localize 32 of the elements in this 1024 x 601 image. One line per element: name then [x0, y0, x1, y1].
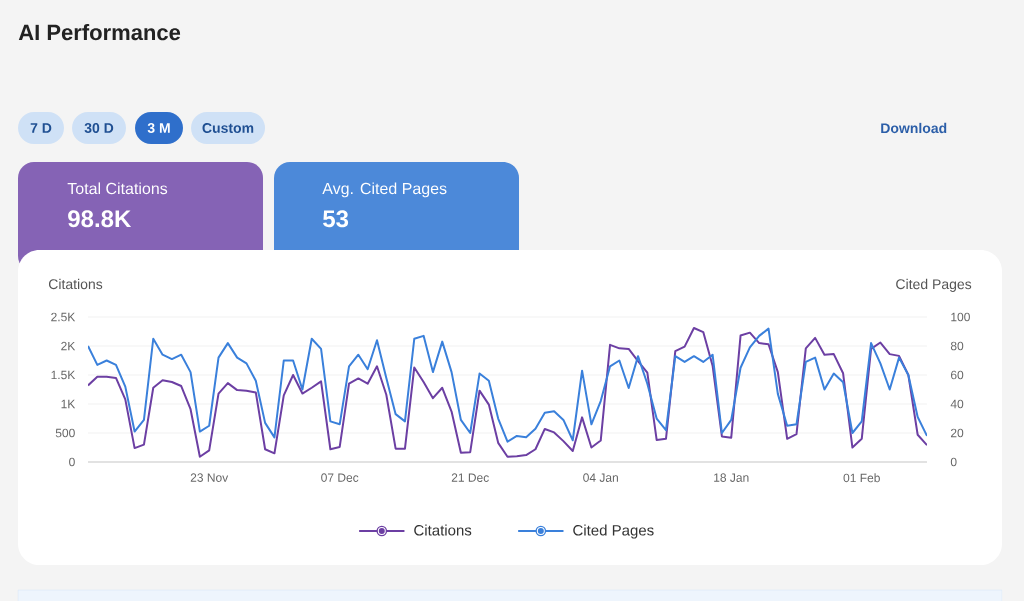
- y-tick-label: 2.5K: [51, 312, 76, 322]
- text: AI Performance: [18, 24, 181, 41]
- y-tick-label: 0: [69, 457, 75, 467]
- y-tick-label: 500: [55, 428, 75, 438]
- y-tick-label: 1.5K: [51, 370, 76, 380]
- text: 7 D: [30, 123, 52, 133]
- y2-tick-label: 80: [950, 341, 964, 351]
- y2-tick-label: 20: [950, 428, 964, 438]
- text: Custom: [202, 123, 254, 133]
- y2-tick-label: 100: [951, 312, 970, 322]
- text: Download: [881, 122, 947, 134]
- x-tick-label: 07 Dec: [321, 473, 359, 482]
- x-tick-label: 01 Feb: [843, 473, 880, 483]
- y-axis-title: Citations: [48, 278, 103, 290]
- text: 98.8K: [68, 210, 132, 228]
- x-tick-label: 21 Dec: [451, 473, 489, 482]
- x-tick-label: 18 Jan: [714, 473, 749, 482]
- text: 3 M: [147, 123, 170, 133]
- y2-tick-label: 40: [950, 399, 964, 409]
- y-tick-label: 2K: [61, 341, 76, 351]
- y2-axis-title: Cited Pages: [896, 278, 972, 292]
- text: Avg. Cited Pages: [322, 182, 447, 198]
- y2-tick-label: 0: [950, 457, 957, 467]
- legend-label: Cited Pages: [573, 524, 654, 539]
- text: 53: [323, 210, 349, 228]
- legend-label: Citations: [414, 524, 472, 536]
- text: Total Citations: [67, 182, 168, 195]
- x-tick-label: 23 Nov: [190, 473, 229, 482]
- y-tick-label: 1K: [61, 399, 76, 409]
- y2-tick-label: 60: [950, 370, 964, 380]
- text: 30 D: [84, 123, 114, 133]
- x-tick-label: 04 Jan: [583, 473, 618, 482]
